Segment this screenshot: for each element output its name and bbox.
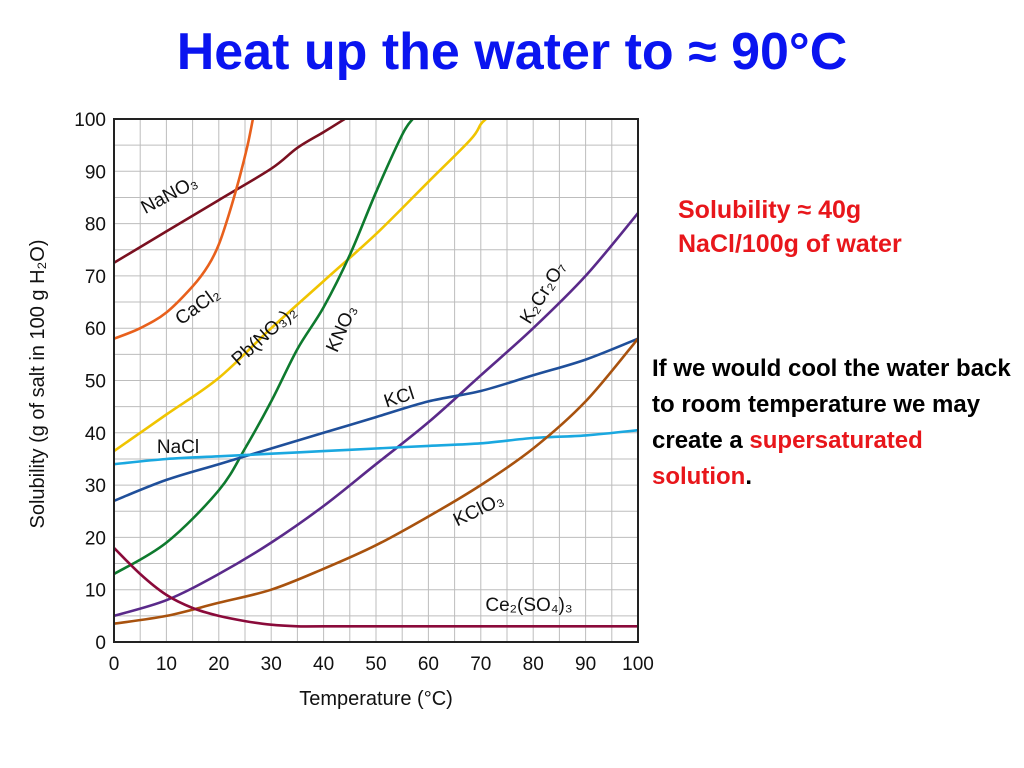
y-tick-label: 70 — [85, 267, 106, 288]
x-tick-label: 100 — [622, 654, 654, 675]
y-axis-label: Solubility (g of salt in 100 g H₂O) — [27, 239, 49, 528]
cooling-note: If we would cool the water back to room … — [652, 351, 1022, 495]
series-line-1 — [114, 119, 255, 340]
series-label-pbno32: Pb(NO₃)₂ — [228, 302, 301, 371]
series-label-nacl: NaCl — [157, 437, 199, 458]
series-label-kno3: KNO₃ — [322, 302, 361, 355]
x-tick-label: 40 — [313, 654, 334, 675]
x-tick-label: 20 — [208, 654, 229, 675]
series-line-8 — [114, 546, 638, 628]
y-tick-label: 10 — [85, 581, 106, 602]
series-line-3 — [114, 119, 414, 576]
x-tick-label: 60 — [418, 654, 439, 675]
chart-series-lines — [114, 119, 638, 628]
x-tick-label: 50 — [365, 654, 386, 675]
solubility-note-line1: Solubility ≈ 40g — [678, 196, 862, 224]
series-line-0 — [114, 119, 346, 265]
series-label-kcl: KCl — [381, 383, 417, 412]
solubility-note-line2: NaCl/100g of water — [678, 230, 902, 258]
plot-border — [113, 118, 639, 643]
series-label-cacl2: CaCl₂ — [172, 283, 224, 329]
series-label-ce2so43: Ce₂(SO₄)₃ — [485, 595, 572, 616]
chart-grid — [114, 119, 638, 642]
y-tick-label: 30 — [85, 476, 106, 497]
x-tick-label: 80 — [523, 654, 544, 675]
series-line-2 — [114, 119, 488, 453]
y-tick-label: 100 — [74, 110, 106, 131]
y-tick-label: 90 — [85, 162, 106, 183]
y-tick-label: 50 — [85, 372, 106, 393]
chart-ticks: 0 10 20 30 40 50 60 70 80 90 100 0 10 20 30 40 50 60 70 80 9… — [74, 110, 654, 675]
y-tick-label: 0 — [95, 633, 106, 654]
x-tick-label: 30 — [261, 654, 282, 675]
slide-title: Heat up the water to ≈ 90°C — [176, 23, 848, 81]
series-line-7 — [114, 337, 638, 625]
cooling-note-text: If we would cool the water back to room … — [652, 355, 1011, 454]
x-axis-label: Temperature (°C) — [299, 688, 453, 710]
cooling-note-end: . — [745, 463, 752, 490]
x-tick-label: 70 — [470, 654, 491, 675]
y-tick-label: 40 — [85, 424, 106, 445]
y-tick-label: 60 — [85, 319, 106, 340]
series-label-nano3: NaNO₃ — [138, 172, 201, 219]
supersaturated-highlight: supersaturated solution — [652, 427, 923, 490]
series-line-4 — [114, 211, 638, 618]
y-tick-label: 80 — [85, 215, 106, 236]
x-tick-label: 90 — [575, 654, 596, 675]
series-line-5 — [114, 337, 638, 503]
solubility-note: Solubility ≈ 40g NaCl/100g of water — [678, 193, 1008, 261]
y-tick-label: 20 — [85, 528, 106, 549]
x-tick-label: 10 — [156, 654, 177, 675]
chart-frame — [113, 118, 639, 643]
x-tick-label: 0 — [109, 654, 120, 675]
series-label-kclo3: KClO₃ — [450, 489, 507, 531]
